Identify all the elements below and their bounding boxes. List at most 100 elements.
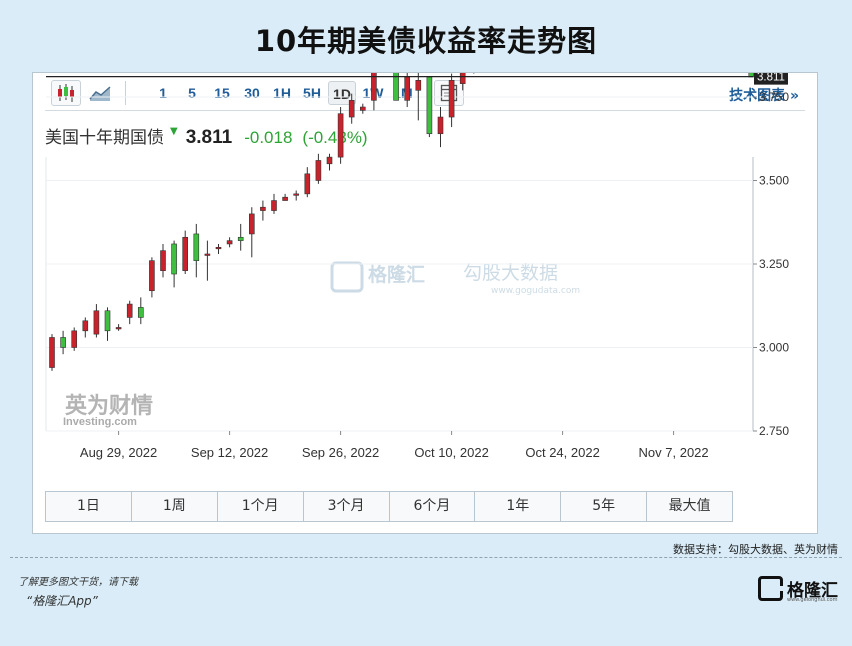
range-selector: 1日 1周 1个月 3个月 6个月 1年 5年 最大值	[45, 491, 733, 522]
candle-down	[138, 297, 144, 325]
candle-up	[404, 73, 411, 108]
candle-up	[473, 73, 475, 74]
candle-up	[49, 334, 55, 371]
candlestick-icon[interactable]	[51, 80, 81, 106]
x-tick-label: Oct 10, 2022	[414, 445, 488, 460]
price-change: -0.018	[244, 128, 293, 147]
chart-panel: 1 5 15 30 1H 5H 1D 1W 1M 技术图表 » 美国十年期国债 …	[32, 72, 818, 534]
watermark-investing-cn: 英为财情	[65, 393, 153, 419]
range-3m[interactable]: 3个月	[304, 492, 390, 521]
candle-up	[337, 107, 344, 164]
watermark-investing-en: Investing.com	[63, 416, 137, 428]
candle-up	[348, 93, 355, 124]
svg-text:格隆汇: 格隆汇	[368, 263, 425, 286]
candle-body	[237, 236, 244, 241]
candle-up	[304, 167, 311, 198]
candle-body	[193, 233, 200, 261]
y-tick-label: 3.500	[759, 174, 789, 188]
toolbar-divider	[125, 81, 126, 105]
candle-up	[93, 304, 100, 338]
x-tick-label: Oct 24, 2022	[525, 445, 599, 460]
candle-up	[260, 200, 266, 221]
candle-body	[249, 213, 255, 235]
candle-up	[249, 207, 255, 258]
x-axis: Aug 29, 2022 Sep 12, 2022 Sep 26, 2022 Oct …	[80, 431, 709, 460]
timeframe-5[interactable]: 5	[188, 85, 196, 101]
candle-up	[215, 243, 222, 254]
range-max[interactable]: 最大值	[668, 498, 711, 514]
promo-line-1: 了解更多图文干货，请下载	[18, 577, 138, 588]
candle-body	[271, 200, 277, 211]
gelonghui-logo: 格隆汇 www.gelonghui.com	[758, 576, 838, 603]
candle-body	[104, 310, 111, 332]
logo-text: 格隆汇	[787, 581, 838, 601]
candle-up	[315, 153, 322, 184]
candle-body	[71, 330, 78, 348]
y-tick-label: 3.250	[759, 257, 789, 271]
candle-body	[149, 260, 155, 292]
data-source: 数据支持：勾股大数据、英为财情	[673, 543, 838, 556]
candle-body	[260, 206, 266, 211]
candle-up	[82, 317, 89, 338]
candle-body	[371, 73, 377, 101]
candle-body	[282, 196, 288, 201]
technical-chart-link[interactable]: 技术图表 »	[729, 88, 799, 104]
last-price-tag-label: 3.811	[757, 73, 785, 84]
quote-header: 美国十年期国债 ▼ 3.811 -0.018 (-0.48%)	[45, 123, 368, 151]
candle-body	[348, 100, 355, 118]
candle-body	[426, 76, 433, 135]
candle-body	[49, 337, 55, 368]
candlestick-chart: 格隆汇 勾股大数据 www.gogudata.com 英为财情 Investin…	[45, 73, 789, 460]
promo-line-2: “格隆汇App”	[26, 594, 98, 608]
candle-down	[193, 223, 200, 278]
logo-url: www.gelonghui.com	[787, 597, 838, 603]
candle-body	[337, 113, 344, 158]
page-title: 10年期美债收益率走势图	[254, 24, 598, 58]
range-6m[interactable]: 6个月	[390, 492, 476, 521]
candle-up	[71, 327, 78, 351]
price-change-pct: (-0.48%)	[302, 128, 368, 147]
candle-up	[182, 230, 188, 275]
candle-body	[138, 307, 144, 318]
range-5y[interactable]: 5年	[561, 492, 648, 521]
last-price-line: 3.811	[46, 73, 788, 85]
candle-up	[459, 73, 466, 91]
candle-up	[115, 324, 122, 331]
down-arrow-icon: ▼	[170, 126, 178, 137]
candle-down	[104, 307, 111, 341]
candle-body	[226, 240, 233, 245]
range-1w[interactable]: 1周	[132, 492, 218, 521]
candle-body	[126, 303, 133, 318]
candle-body	[60, 337, 66, 348]
watermark-gogudata-cn: 勾股大数据	[463, 262, 558, 284]
range-1m[interactable]: 1个月	[218, 492, 304, 521]
y-tick-label: 3.750	[759, 90, 789, 104]
candle-body	[160, 250, 166, 271]
candle-up	[126, 300, 133, 325]
candle-body	[359, 106, 366, 111]
x-tick-label: Sep 12, 2022	[191, 445, 268, 460]
watermark-gogudata-url: www.gogudata.com	[491, 286, 580, 296]
logo-mark-icon	[758, 576, 783, 601]
range-1d[interactable]: 1日	[46, 492, 132, 521]
candle-down	[60, 330, 66, 355]
last-price-tag	[754, 73, 788, 85]
investing-watermark: 英为财情 Investing.com	[63, 393, 153, 428]
candle-body	[459, 73, 466, 84]
candle-body	[171, 243, 177, 275]
candle-body	[448, 80, 455, 118]
footer-divider	[10, 557, 842, 558]
range-1y[interactable]: 1年	[475, 492, 562, 521]
candle-body	[315, 160, 322, 181]
candle-body	[204, 253, 211, 256]
instrument-name: 美国十年期国债	[45, 128, 164, 148]
timeframe-1d[interactable]: 1D	[328, 81, 356, 105]
candles-layer	[49, 73, 755, 371]
gogudata-watermark: 格隆汇 勾股大数据 www.gogudata.com	[330, 261, 580, 296]
candle-up	[371, 73, 377, 111]
candle-body	[82, 320, 89, 332]
candle-body	[182, 236, 188, 271]
candle-up	[160, 243, 166, 278]
timeframe-1[interactable]: 1	[159, 85, 167, 101]
last-price: 3.811	[185, 127, 233, 148]
